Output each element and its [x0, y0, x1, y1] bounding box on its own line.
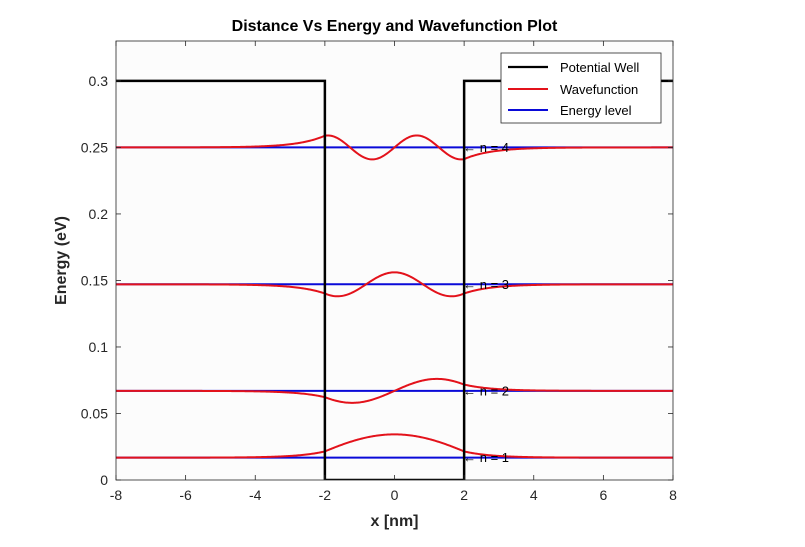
legend: Potential Well Wavefunction Energy level	[500, 52, 662, 124]
x-tick-label: -4	[249, 487, 262, 503]
y-tick-label: 0.05	[81, 405, 108, 421]
x-tick-label: 8	[669, 487, 677, 503]
level-annotation-n1: ← n = 1	[463, 450, 509, 465]
annotation-layer: ← n = 1 ← n = 2 ← n = 3 ← n = 4	[463, 140, 509, 465]
series-layer	[116, 79, 673, 480]
y-tick-label: 0.25	[81, 139, 108, 155]
x-tick-label: 2	[460, 487, 468, 503]
level-annotation-n2: ← n = 2	[463, 383, 509, 398]
wavefunction-curve-n1	[116, 433, 673, 459]
y-tick-label: 0.2	[89, 206, 109, 222]
wavefunction-curve-n4	[116, 134, 673, 161]
chart-title: Distance Vs Energy and Wavefunction Plot	[232, 18, 558, 35]
x-tick-label: 4	[530, 487, 538, 503]
legend-label-energy-level: Energy level	[560, 103, 632, 118]
y-tick-label: 0	[100, 472, 108, 488]
x-tick-label: 0	[391, 487, 399, 503]
wavefunction-curve-n2	[116, 377, 673, 404]
x-tick-label: -6	[179, 487, 192, 503]
legend-label-wavefunction: Wavefunction	[560, 82, 638, 97]
legend-label-potential-well: Potential Well	[560, 60, 639, 75]
y-axis-label: Energy (eV)	[53, 216, 70, 305]
level-annotation-n4: ← n = 4	[463, 140, 509, 155]
level-annotation-n3: ← n = 3	[463, 277, 509, 292]
x-axis-label: x [nm]	[371, 513, 419, 530]
y-axis-ticks: 0 0.05 0.1 0.15 0.2 0.25 0.3	[81, 73, 673, 488]
x-tick-label: -2	[319, 487, 332, 503]
x-tick-label: 6	[599, 487, 607, 503]
y-tick-label: 0.3	[89, 73, 109, 89]
x-axis-ticks: -8 -6 -4 -2 0 2 4 6 8	[110, 41, 677, 503]
y-tick-label: 0.15	[81, 272, 108, 288]
potential-well-line	[116, 79, 673, 480]
y-tick-label: 0.1	[89, 339, 109, 355]
wavefunction-curve-n3	[116, 271, 673, 298]
x-tick-label: -8	[110, 487, 123, 503]
